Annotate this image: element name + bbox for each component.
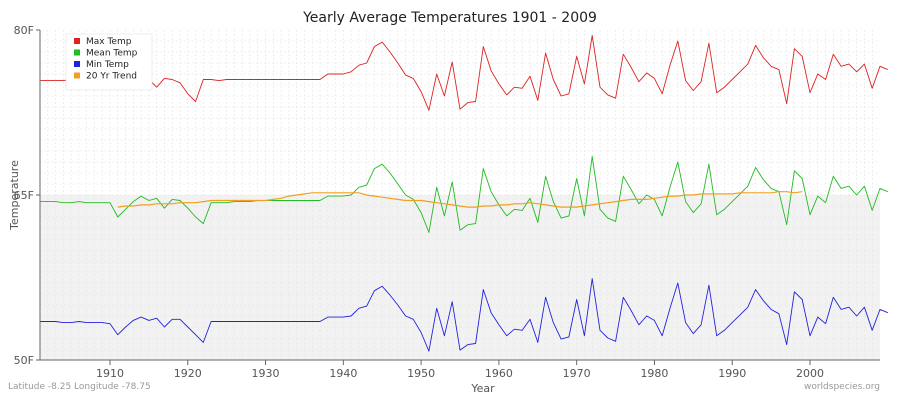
series-line-max-temp <box>40 35 888 111</box>
legend-label-min-temp: Min Temp <box>86 60 129 70</box>
x-tick-label: 1940 <box>329 367 357 380</box>
legend-box <box>65 33 153 91</box>
y-tick-label: 80F <box>14 24 34 37</box>
y-tick-label: 50F <box>14 354 34 367</box>
x-tick-label: 2000 <box>796 367 824 380</box>
source-footer: worldspecies.org <box>803 382 880 392</box>
x-tick-label: 1910 <box>96 367 124 380</box>
series-line-min-temp <box>40 278 888 352</box>
x-tick-labels: 1910 1920 1930 1940 1950 1960 1970 1980 1990 2000 <box>96 360 824 380</box>
x-axis-label: Year <box>470 382 495 395</box>
chart-title: Yearly Average Temperatures 1901 - 2009 <box>302 10 597 26</box>
legend-swatch-min-temp <box>74 61 80 67</box>
x-tick-label: 1990 <box>718 367 746 380</box>
legend-label-mean-temp: Mean Temp <box>86 49 138 59</box>
legend-label-20-yr-trend: 20 Yr Trend <box>86 72 137 82</box>
y-tick-label: 65F <box>14 189 34 202</box>
x-tick-label: 1950 <box>407 367 435 380</box>
y-axis-label: Temperature <box>8 160 21 231</box>
x-tick-label: 1980 <box>640 367 668 380</box>
x-tick-label: 1920 <box>174 367 202 380</box>
legend-label-max-temp: Max Temp <box>86 37 132 47</box>
y-tick-labels: 50F 65F 80F <box>14 24 40 367</box>
series-layer <box>40 35 888 352</box>
legend-swatch-mean-temp <box>74 49 80 56</box>
x-tick-label: 1960 <box>485 367 513 380</box>
series-line-mean-temp <box>40 156 888 233</box>
x-tick-label: 1930 <box>252 367 280 380</box>
x-tick-label: 1970 <box>563 367 591 380</box>
legend-swatch-20-yr-trend <box>74 72 80 79</box>
coordinates-footer: Latitude -8.25 Longitude -78.75 <box>8 382 151 392</box>
grid-lines <box>40 30 880 360</box>
series-line-20-yr-trend <box>117 191 803 208</box>
legend-swatch-max-temp <box>74 38 80 44</box>
